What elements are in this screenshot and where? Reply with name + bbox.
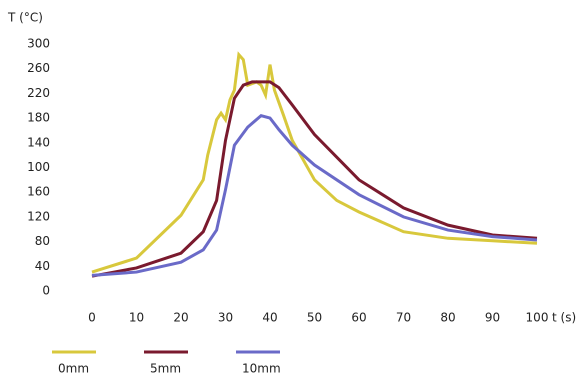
x-tick-label: 40	[262, 311, 277, 325]
y-tick-label: 80	[35, 234, 50, 248]
x-tick-label: 50	[307, 311, 322, 325]
x-axis-label: t (s)	[552, 311, 576, 325]
y-tick-label: 120	[27, 209, 50, 223]
x-tick-label: 20	[173, 311, 188, 325]
x-tick-label: 60	[351, 311, 366, 325]
y-tick-label: 300	[27, 37, 50, 51]
x-tick-label: 30	[218, 311, 233, 325]
x-tick-label: 0	[88, 311, 96, 325]
x-tick-label: 80	[440, 311, 455, 325]
y-tick-label: 140	[27, 135, 50, 149]
y-tick-label: 40	[35, 259, 50, 273]
legend-label: 5mm	[150, 362, 181, 376]
line	[91, 113, 538, 277]
x-tick-label: 70	[396, 311, 411, 325]
y-tick-label: 220	[27, 86, 50, 100]
legend-label: 0mm	[58, 362, 89, 376]
line	[91, 80, 538, 278]
y-axis-label: T (°C)	[7, 11, 43, 25]
y-tick-label: 160	[27, 185, 50, 199]
y-tick-label: 0	[42, 284, 50, 298]
legend-label: 10mm	[242, 362, 281, 376]
y-tick-label: 260	[27, 61, 50, 75]
y-tick-label: 100	[27, 160, 50, 174]
x-tick-label: 90	[485, 311, 500, 325]
x-tick-label: 100	[526, 311, 549, 325]
x-tick-label: 10	[129, 311, 144, 325]
y-tick-label: 180	[27, 111, 50, 125]
